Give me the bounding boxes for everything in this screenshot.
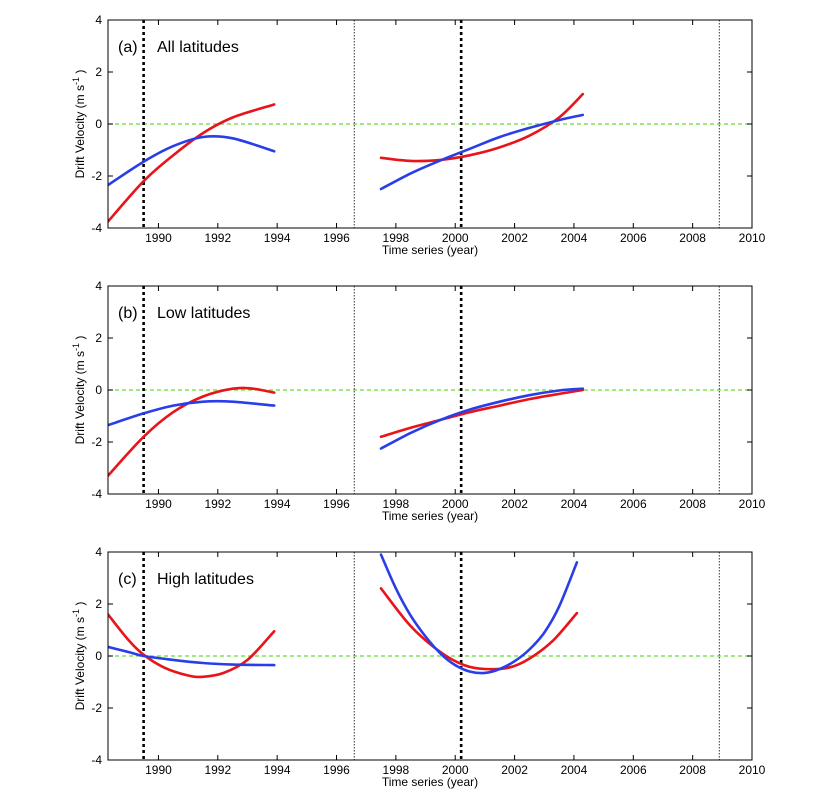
y-tick-label: 0 [95, 649, 102, 663]
y-tick-label: 2 [95, 597, 102, 611]
panel-3: 1990 1992 1994 1996 1998 2000 2002 2004 2006 2008… [71, 545, 766, 789]
series-blue-segment-1 [108, 136, 274, 185]
y-axis-label-text: Drift Velocity (m s [73, 351, 87, 444]
x-axis-label: Time series (year) [382, 243, 478, 257]
series-blue-segment-2 [381, 389, 583, 449]
series-red-segment-2 [381, 94, 583, 161]
y-axis-label: Drift Velocity (m s-1 ) [71, 336, 87, 445]
y-tick-label: -2 [91, 169, 102, 183]
x-tick-label: 1992 [204, 763, 231, 777]
x-tick-label: 2008 [679, 497, 706, 511]
x-tick-label: 2006 [620, 763, 647, 777]
series-blue-segment-2 [381, 555, 577, 673]
y-axis-label: Drift Velocity (m s-1 ) [71, 70, 87, 179]
x-tick-label: 1990 [145, 231, 172, 245]
y-axis-label-text: Drift Velocity (m s [73, 85, 87, 178]
x-tick-label: 2008 [679, 763, 706, 777]
panel-label: (c) [118, 571, 137, 588]
series-red-segment-1 [108, 388, 274, 476]
y-tick-label: 4 [95, 545, 102, 559]
y-tick-label: 2 [95, 331, 102, 345]
y-tick-label: -4 [91, 753, 102, 767]
x-tick-label: 1996 [323, 231, 350, 245]
series-red-segment-1 [108, 614, 274, 677]
x-tick-label: 1996 [323, 497, 350, 511]
panel-title: High latitudes [157, 571, 254, 588]
series-red-segment-1 [108, 105, 274, 222]
y-axis-label-text: Drift Velocity (m s [73, 617, 87, 710]
x-tick-label: 2002 [501, 763, 528, 777]
y-tick-label: -4 [91, 221, 102, 235]
y-tick-label: -2 [91, 701, 102, 715]
x-tick-label: 2006 [620, 497, 647, 511]
panel-2: 1990 1992 1994 1996 1998 2000 2002 2004 2006 2008… [71, 279, 766, 523]
x-tick-label: 2006 [620, 231, 647, 245]
y-tick-label: 0 [95, 117, 102, 131]
panel-title: Low latitudes [157, 305, 250, 322]
y-tick-label: 4 [95, 279, 102, 293]
y-axis-label-exponent: -1 [71, 343, 81, 351]
x-tick-label: 2004 [561, 763, 588, 777]
y-tick-label: 4 [95, 13, 102, 27]
x-tick-label: 2002 [501, 231, 528, 245]
x-tick-label: 1994 [264, 497, 291, 511]
y-tick-label: -4 [91, 487, 102, 501]
x-tick-label: 2010 [739, 763, 766, 777]
figure: 1990 1992 1994 1996 1998 2000 2002 2004 2006 2008… [0, 0, 830, 799]
x-tick-label: 1996 [323, 763, 350, 777]
x-tick-label: 2008 [679, 231, 706, 245]
y-tick-label: 0 [95, 383, 102, 397]
x-tick-label: 1992 [204, 497, 231, 511]
x-axis-label: Time series (year) [382, 775, 478, 789]
y-axis-label-exponent: -1 [71, 609, 81, 617]
series-red-segment-2 [381, 390, 583, 437]
x-tick-label: 2004 [561, 231, 588, 245]
x-tick-label: 1990 [145, 763, 172, 777]
x-tick-label: 2010 [739, 231, 766, 245]
x-tick-label: 2004 [561, 497, 588, 511]
panel-label: (b) [118, 305, 138, 322]
y-tick-label: -2 [91, 435, 102, 449]
x-tick-label: 2002 [501, 497, 528, 511]
y-axis-label-close: ) [73, 602, 87, 609]
x-axis-label: Time series (year) [382, 509, 478, 523]
x-tick-label: 1990 [145, 497, 172, 511]
y-axis-label: Drift Velocity (m s-1 ) [71, 602, 87, 711]
x-tick-label: 2010 [739, 497, 766, 511]
panel-title: All latitudes [157, 39, 239, 56]
series-blue-segment-1 [108, 401, 274, 425]
x-tick-label: 1994 [264, 763, 291, 777]
y-axis-label-close: ) [73, 336, 87, 343]
x-tick-label: 1992 [204, 231, 231, 245]
panel-label: (a) [118, 39, 138, 56]
y-tick-label: 2 [95, 65, 102, 79]
y-axis-label-exponent: -1 [71, 77, 81, 85]
x-tick-label: 1994 [264, 231, 291, 245]
panel-1: 1990 1992 1994 1996 1998 2000 2002 2004 2006 2008… [71, 13, 766, 257]
y-axis-label-close: ) [73, 70, 87, 77]
